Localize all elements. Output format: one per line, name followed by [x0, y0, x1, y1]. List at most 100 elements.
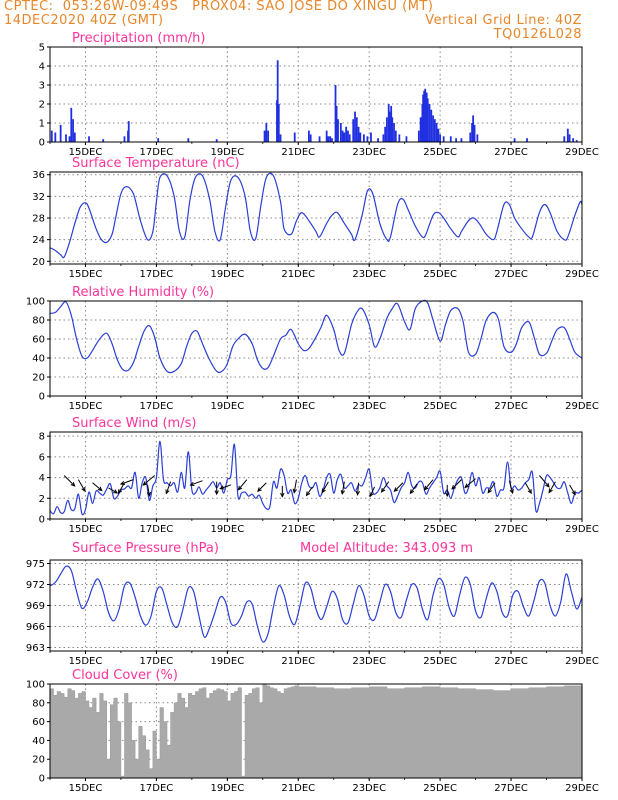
- precip-bar: [334, 85, 337, 142]
- press-xtick-label: 25DEC: [423, 656, 457, 667]
- rh-panel: Relative Humidity (%) 15DEC 17DEC 19DEC 21DE…: [26, 285, 599, 412]
- wind-vector-head: [146, 491, 152, 497]
- header-grid-line: Vertical Grid Line: 40Z: [425, 13, 582, 28]
- precip-bar: [572, 138, 575, 142]
- wind-vector: [119, 479, 134, 486]
- precip-bar: [366, 136, 369, 142]
- rh-ytick-label: 60: [32, 335, 45, 346]
- temp-xtick-label: 25DEC: [423, 269, 457, 280]
- precip-bar: [215, 139, 218, 142]
- precip-bar: [309, 134, 312, 142]
- press-ytick-label: 972: [26, 580, 45, 591]
- cloud-title: Cloud Cover (%): [72, 668, 178, 683]
- precip-bar: [425, 92, 428, 142]
- wind-xtick-label: 25DEC: [423, 524, 457, 535]
- press-ytick-label: 975: [26, 559, 45, 570]
- precip-bar: [123, 136, 126, 142]
- wind-vector-head: [97, 486, 103, 492]
- wind-series-line: [49, 440, 583, 516]
- temp-xtick-label: 21DEC: [281, 269, 315, 280]
- temp-ytick-label: 24: [32, 235, 45, 246]
- precip-bar: [263, 130, 266, 142]
- wind-vector-shaft: [341, 481, 345, 495]
- precip-bar: [426, 98, 429, 142]
- precip-bar: [476, 134, 479, 142]
- wind-vector-shaft: [142, 475, 155, 486]
- cloud-xtick-label: 15DEC: [69, 783, 103, 794]
- precip-bar: [384, 126, 387, 142]
- cloud-ytick-label: 60: [32, 717, 45, 728]
- precip-bar: [422, 94, 425, 142]
- wind-vector-shaft: [410, 483, 418, 494]
- rh-frame: [49, 300, 583, 397]
- cloud-xtick-label: 21DEC: [281, 783, 315, 794]
- header-date: 14DEC2020 40Z (GMT): [4, 13, 164, 28]
- rh-xtick-label: 17DEC: [140, 401, 174, 412]
- rh-xtick-label: 15DEC: [69, 401, 103, 412]
- precip-xtick-label: 23DEC: [352, 147, 386, 158]
- wind-vector-head: [545, 482, 550, 488]
- wind-vector: [92, 482, 103, 492]
- precip-bar: [127, 121, 130, 142]
- precip-ytick-label: 0: [39, 138, 45, 149]
- precip-bar: [469, 132, 472, 142]
- wind-xtick-label: 27DEC: [494, 524, 528, 535]
- precip-bar: [54, 132, 57, 142]
- wind-ytick-label: 2: [39, 494, 45, 505]
- precip-bar: [331, 138, 333, 142]
- wind-vector-shaft: [63, 475, 76, 487]
- cloud-xtick-label: 27DEC: [494, 783, 528, 794]
- wind-vector-head: [571, 490, 576, 496]
- precip-bar: [341, 130, 344, 142]
- precip-bar: [325, 130, 328, 142]
- rh-xtick-label: 19DEC: [210, 401, 244, 412]
- wind-title: Surface Wind (m/s): [72, 416, 196, 431]
- wind-vector-shaft: [77, 479, 86, 492]
- cloud-ytick-label: 0: [39, 774, 45, 785]
- precip-bar: [50, 130, 53, 142]
- wind-vector: [508, 480, 514, 495]
- wind-vector-head: [445, 492, 450, 498]
- wind-vector-shaft: [464, 478, 476, 488]
- precip-bar: [405, 136, 408, 142]
- rh-ytick-label: 100: [26, 297, 45, 308]
- rh-title: Relative Humidity (%): [72, 285, 214, 300]
- wind-vector-shaft: [165, 481, 172, 494]
- press-title: Surface Pressure (hPa): [72, 541, 219, 556]
- precip-bar: [354, 111, 356, 142]
- wind-frame: [49, 431, 583, 520]
- wind-vector: [464, 478, 476, 489]
- precip-bar: [347, 130, 349, 142]
- wind-vector-shaft: [508, 480, 514, 494]
- press-xtick-label: 23DEC: [352, 656, 386, 667]
- precip-bar: [277, 104, 280, 142]
- precip-bar: [568, 134, 571, 142]
- temp-ytick-label: 36: [32, 170, 45, 181]
- precip-bar: [437, 128, 440, 142]
- precip-bar: [417, 130, 420, 142]
- wind-vector-shaft: [381, 481, 390, 493]
- precip-bar: [473, 124, 476, 142]
- wind-vector-shaft: [237, 479, 248, 491]
- wind-vector-shaft: [293, 479, 297, 493]
- wind-xtick-label: 19DEC: [210, 524, 244, 535]
- wind-vector-head: [355, 490, 360, 496]
- precip-panel: Precipitation (mm/h) 15DEC 17DEC 19DEC 21DEC…: [39, 31, 599, 158]
- wind-vector: [237, 479, 248, 491]
- wind-vector-head: [509, 489, 514, 495]
- wind-vector: [487, 482, 496, 494]
- wind-panel: Surface Wind (m/s) 15DEC 17DEC 19DEC 21DEC 23…: [39, 416, 599, 535]
- precip-xtick-label: 17DEC: [140, 147, 174, 158]
- precip-bar: [430, 109, 433, 142]
- temp-xtick-label: 19DEC: [210, 269, 244, 280]
- wind-vector-head: [189, 481, 195, 486]
- precip-bar: [318, 136, 321, 142]
- wind-vector: [524, 482, 532, 495]
- precip-bar: [449, 136, 452, 142]
- precip-xtick-label: 21DEC: [281, 147, 315, 158]
- precip-bar: [442, 136, 445, 142]
- wind-vector-head: [292, 488, 297, 494]
- wind-vector-head: [548, 488, 553, 494]
- temp-xtick-label: 27DEC: [494, 269, 528, 280]
